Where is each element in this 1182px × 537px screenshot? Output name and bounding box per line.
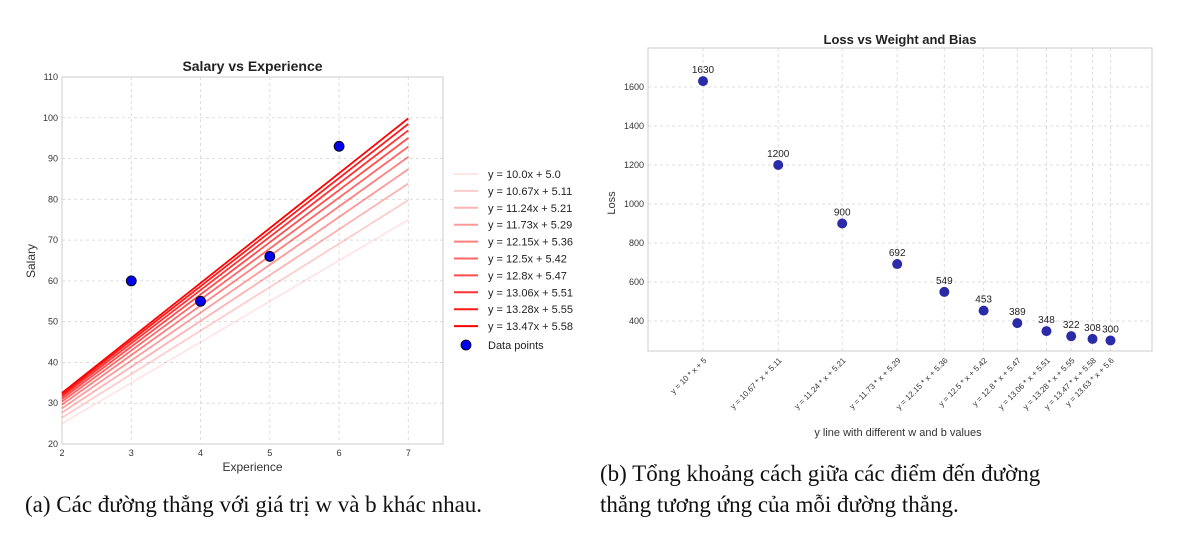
data-label: 549 bbox=[936, 276, 953, 287]
data-point bbox=[333, 140, 345, 152]
y-tick-label: 800 bbox=[629, 238, 644, 248]
legend-label: y = 12.15x + 5.36 bbox=[488, 237, 573, 249]
regression-line bbox=[61, 123, 409, 396]
y-tick-label: 80 bbox=[48, 194, 58, 204]
y-tick-label: 20 bbox=[48, 439, 58, 449]
regression-line bbox=[61, 137, 409, 400]
regression-line bbox=[61, 218, 409, 425]
x-axis-label: Experience bbox=[222, 460, 282, 474]
legend-label: y = 10.0x + 5.0 bbox=[488, 169, 561, 181]
data-point bbox=[698, 76, 709, 87]
plot-frame bbox=[647, 47, 1153, 352]
legend-point-swatch bbox=[460, 339, 472, 351]
y-tick-label: 1600 bbox=[624, 82, 644, 92]
data-label: 900 bbox=[834, 207, 851, 218]
data-label: 453 bbox=[975, 295, 992, 306]
x-tick-label: 4 bbox=[198, 448, 203, 458]
y-axis-label: Loss bbox=[606, 191, 618, 215]
x-tick-label: 6 bbox=[337, 448, 342, 458]
x-tick-label: 2 bbox=[59, 448, 64, 458]
chart-title: Salary vs Experience bbox=[182, 58, 322, 74]
legend-label: y = 13.28x + 5.55 bbox=[488, 304, 573, 316]
legend-label: y = 12.8x + 5.47 bbox=[488, 270, 567, 282]
legend-label: y = 13.06x + 5.51 bbox=[488, 287, 573, 299]
x-tick-label: y = 11.24 * x + 5.21 bbox=[793, 356, 848, 411]
data-point bbox=[1105, 335, 1116, 346]
y-tick-label: 70 bbox=[48, 235, 58, 245]
y-tick-label: 90 bbox=[48, 154, 58, 164]
y-tick-label: 600 bbox=[629, 277, 644, 287]
y-tick-label: 40 bbox=[48, 357, 58, 367]
data-point bbox=[939, 286, 950, 297]
regression-line bbox=[61, 156, 409, 406]
data-label: 692 bbox=[889, 248, 906, 259]
data-point bbox=[1087, 333, 1098, 344]
legend-label: y = 13.47x + 5.58 bbox=[488, 321, 573, 333]
data-point bbox=[264, 251, 276, 262]
legend-label: y = 12.5x + 5.42 bbox=[488, 254, 567, 266]
y-tick-label: 60 bbox=[48, 276, 58, 286]
regression-line bbox=[61, 182, 409, 414]
y-tick-label: 1200 bbox=[624, 160, 644, 170]
y-tick-label: 100 bbox=[43, 113, 58, 123]
data-label: 389 bbox=[1009, 307, 1026, 318]
data-point bbox=[195, 295, 206, 307]
data-label: 348 bbox=[1038, 315, 1055, 326]
legend-label: y = 11.73x + 5.29 bbox=[488, 220, 572, 232]
data-point bbox=[1066, 331, 1077, 342]
data-point bbox=[837, 218, 848, 229]
x-tick-label: 3 bbox=[129, 448, 134, 458]
y-tick-label: 1000 bbox=[624, 199, 644, 209]
legend-label: y = 11.24x + 5.21 bbox=[488, 203, 572, 215]
data-label: 1200 bbox=[767, 149, 790, 160]
legend-label: Data points bbox=[488, 340, 544, 352]
regression-line bbox=[61, 199, 409, 419]
data-label: 322 bbox=[1063, 320, 1080, 331]
y-tick-label: 50 bbox=[48, 317, 58, 327]
regression-line bbox=[61, 117, 409, 394]
y-tick-label: 110 bbox=[44, 72, 58, 82]
caption-b-line1: (b) Tổng khoảng cách giữa các điểm đến đ… bbox=[600, 461, 1041, 486]
chart-title: Loss vs Weight and Bias bbox=[824, 32, 977, 47]
data-point bbox=[1041, 326, 1052, 337]
caption-a: (a) Các đường thẳng với giá trị w và b k… bbox=[25, 492, 483, 517]
y-axis-label: Salary bbox=[24, 244, 38, 278]
data-point bbox=[125, 275, 137, 287]
x-tick-label: y = 10 * x + 5 bbox=[669, 356, 709, 396]
y-tick-label: 400 bbox=[629, 316, 644, 326]
data-point bbox=[773, 159, 784, 170]
data-point bbox=[1012, 318, 1023, 329]
data-label: 1630 bbox=[692, 65, 715, 76]
data-label: 308 bbox=[1084, 323, 1101, 334]
y-tick-label: 30 bbox=[48, 398, 58, 408]
x-tick-label: 7 bbox=[406, 448, 411, 458]
data-point bbox=[892, 259, 903, 270]
data-label: 300 bbox=[1102, 324, 1119, 335]
legend-label: y = 10.67x + 5.11 bbox=[488, 186, 572, 198]
x-axis-label: y line with different w and b values bbox=[814, 427, 982, 439]
x-tick-label: 5 bbox=[267, 448, 272, 458]
regression-line bbox=[61, 168, 409, 410]
x-tick-label: y = 10.67 * x + 5.11 bbox=[729, 356, 784, 411]
y-tick-label: 1400 bbox=[624, 121, 644, 131]
plot-frame bbox=[61, 76, 444, 445]
x-tick-label: y = 11.73 * x + 5.29 bbox=[848, 356, 903, 411]
regression-line bbox=[61, 129, 409, 398]
regression-line bbox=[61, 145, 409, 403]
caption-b-line2: thẳng tương ứng của mỗi đường thẳng. bbox=[600, 492, 959, 517]
data-point bbox=[978, 305, 989, 316]
